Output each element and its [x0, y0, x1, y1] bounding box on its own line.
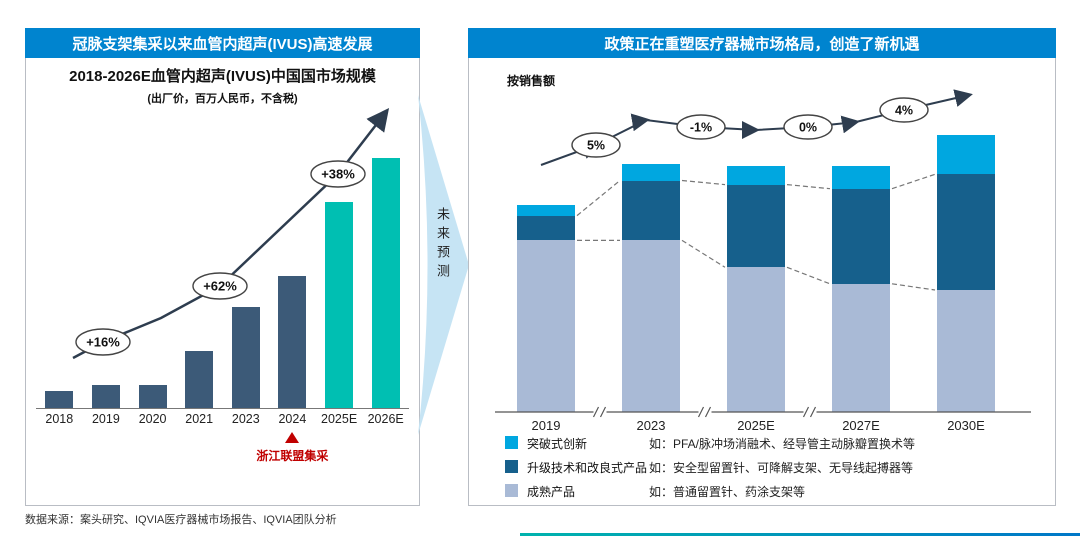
segment-2027E-突破式创新 — [832, 166, 890, 189]
right-panel: 政策正在重塑医疗器械市场格局，创造了新机遇 按销售额 2019 2023 2025E… — [468, 28, 1056, 506]
right-panel-header: 政策正在重塑医疗器械市场格局，创造了新机遇 — [468, 28, 1056, 58]
bar-2021 — [185, 351, 214, 408]
x-label-2025E: 2025E — [737, 418, 775, 433]
policy-stacked-bar-chart: 2019 2023 2025E 2027E 2030E 5% -1% 0% 4% — [489, 88, 1037, 448]
legend-label: 升级技术和改良式产品 — [527, 461, 648, 475]
segment-2025E-成熟产品 — [727, 267, 785, 412]
left-panel: 冠脉支架集采以来血管内超声(IVUS)高速发展 2018-2026E血管内超声(… — [25, 28, 420, 506]
segment-2023-升级技术和改良式产品 — [622, 180, 680, 241]
x-label-2024: 2024 — [278, 412, 307, 426]
x-label-2019: 2019 — [91, 412, 120, 426]
segment-2025E-突破式创新 — [727, 166, 785, 185]
segment-2027E-成熟产品 — [832, 283, 890, 412]
x-label-2027E: 2027E — [842, 418, 880, 433]
ivus-bar-chart: 2018 2019 2020 2021 2023 2024 2025E 2026E +16% +… — [36, 108, 409, 470]
future-forecast-arrow: 未来预测 — [417, 95, 471, 435]
left-panel-body: 2018-2026E血管内超声(IVUS)中国国市场规模 (出厂价，百万人民币，… — [25, 58, 420, 506]
x-label-2026E: 2026E — [367, 412, 404, 426]
legend-item: 升级技术和改良式产品 如：安全型留置针、可降解支架、无导线起搏器等 — [505, 457, 1039, 481]
segment-2030E-升级技术和改良式产品 — [937, 174, 995, 290]
x-label-2020: 2020 — [138, 412, 167, 426]
legend-swatch — [505, 436, 518, 449]
segment-2019-突破式创新 — [517, 205, 575, 216]
x-label-2019: 2019 — [531, 418, 561, 433]
bar-2023 — [231, 307, 260, 408]
segment-2025E-升级技术和改良式产品 — [727, 184, 785, 268]
segment-2027E-升级技术和改良式产品 — [832, 188, 890, 284]
left-chart-subtitle: (出厂价，百万人民币，不含税) — [147, 92, 298, 105]
legend-swatch — [505, 460, 518, 473]
left-panel-header: 冠脉支架集采以来血管内超声(IVUS)高速发展 — [25, 28, 420, 58]
bar-2020 — [138, 385, 167, 408]
bar-2026E — [371, 158, 400, 408]
left-bars-area — [36, 110, 409, 409]
x-label-2021: 2021 — [185, 412, 214, 426]
bar-2018 — [45, 391, 74, 408]
legend-example: 如：PFA/脉冲场消融术、经导管主动脉瓣置换术等 — [649, 437, 916, 451]
legend-example: 如：安全型留置针、可降解支架、无导线起搏器等 — [649, 461, 914, 475]
forecast-arrow-icon — [418, 95, 469, 435]
right-panel-header-text: 政策正在重塑医疗器械市场格局，创造了新机遇 — [604, 35, 920, 53]
x-label-2023: 2023 — [231, 412, 260, 426]
legend-item: 成熟产品 如：普通留置针、药涂支架等 — [505, 481, 1039, 505]
bottom-accent-strip — [520, 533, 1080, 536]
segment-2019-成熟产品 — [517, 240, 575, 412]
segment-2023-成熟产品 — [622, 240, 680, 412]
segment-2019-升级技术和改良式产品 — [517, 215, 575, 241]
legend-label: 成熟产品 — [527, 485, 576, 499]
future-forecast-label: 未来预测 — [435, 207, 450, 283]
x-label-2023: 2023 — [636, 418, 666, 433]
legend-swatch — [505, 484, 518, 497]
segment-2030E-突破式创新 — [937, 135, 995, 175]
data-source-note: 数据来源：案头研究、IQVIA医疗器械市场报告、IQVIA团队分析 — [25, 514, 337, 526]
segment-2023-突破式创新 — [622, 164, 680, 181]
axis-note: 按销售额 — [507, 74, 556, 88]
annotation-text: 浙江联盟集采 — [256, 449, 329, 463]
bar-2019 — [91, 385, 120, 408]
legend-example: 如：普通留置针、药涂支架等 — [649, 485, 806, 499]
legend-item: 突破式创新 如：PFA/脉冲场消融术、经导管主动脉瓣置换术等 — [505, 433, 1039, 457]
bar-2025E — [325, 202, 354, 408]
right-panel-body: 按销售额 2019 2023 2025E 2027E 2030E 5% -1% 0% 4% 突… — [468, 58, 1056, 506]
x-label-2018: 2018 — [45, 412, 74, 426]
left-panel-header-text: 冠脉支架集采以来血管内超声(IVUS)高速发展 — [72, 35, 373, 53]
segment-2030E-成熟产品 — [937, 290, 995, 412]
legend: 突破式创新 如：PFA/脉冲场消融术、经导管主动脉瓣置换术等 升级技术和改良式产品如… — [505, 433, 1039, 505]
x-label-2025E: 2025E — [321, 412, 358, 426]
x-label-2030E: 2030E — [947, 418, 985, 433]
bar-2024 — [278, 276, 307, 408]
legend-label: 突破式创新 — [527, 437, 588, 451]
annotation-marker-icon — [285, 432, 300, 443]
left-chart-title: 2018-2026E血管内超声(IVUS)中国国市场规模 — [69, 68, 376, 85]
right-bars-area — [489, 88, 1037, 412]
